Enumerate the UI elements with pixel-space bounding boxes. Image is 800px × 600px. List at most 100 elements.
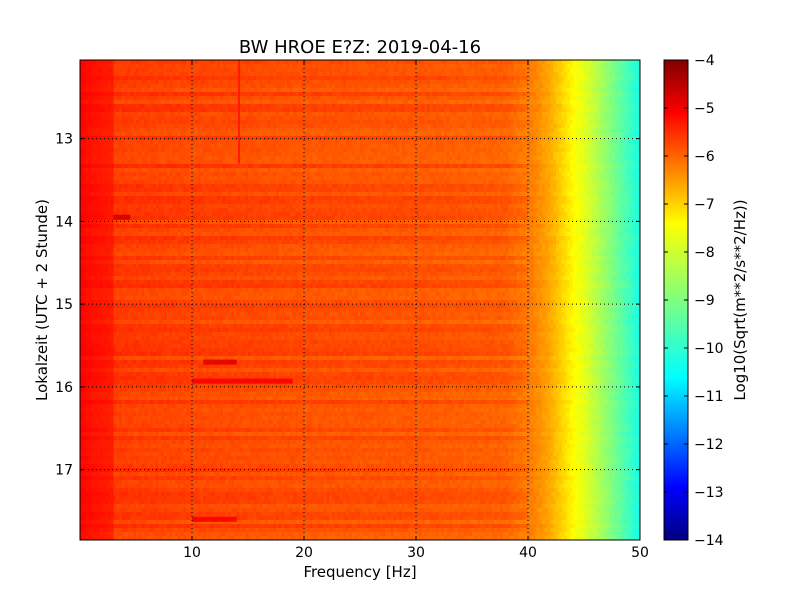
heatmap-cell xyxy=(228,60,232,65)
heatmap-cell xyxy=(208,108,212,113)
heatmap-cell xyxy=(539,88,543,93)
heatmap-cell xyxy=(421,128,425,133)
heatmap-cell xyxy=(208,128,212,133)
heatmap-cell xyxy=(432,104,436,109)
heatmap-cell xyxy=(427,60,431,65)
heatmap-cell xyxy=(248,60,252,65)
heatmap-cell xyxy=(315,60,319,65)
heatmap-cell xyxy=(628,144,632,149)
heatmap-cell xyxy=(337,84,341,89)
heatmap-cell xyxy=(435,64,439,69)
heatmap-cell xyxy=(343,88,347,93)
heatmap-cell xyxy=(620,60,624,65)
heatmap-cell xyxy=(570,92,574,97)
heatmap-cell xyxy=(262,92,266,97)
heatmap-cell xyxy=(242,96,246,101)
heatmap-cell xyxy=(502,152,506,157)
heatmap-cell xyxy=(533,88,537,93)
heatmap-cell xyxy=(578,60,582,65)
heatmap-cell xyxy=(304,136,308,141)
heatmap-cell xyxy=(245,144,249,149)
heatmap-cell xyxy=(298,100,302,105)
heatmap-cell xyxy=(301,92,305,97)
heatmap-cell xyxy=(446,104,450,109)
heatmap-cell xyxy=(172,124,176,129)
heatmap-cell xyxy=(486,72,490,77)
heatmap-cell xyxy=(130,156,134,161)
heatmap-cell xyxy=(273,124,277,129)
heatmap-cell xyxy=(486,136,490,141)
heatmap-cell xyxy=(306,68,310,73)
heatmap-cell xyxy=(612,80,616,85)
heatmap-cell xyxy=(164,84,168,89)
heatmap-cell xyxy=(421,120,425,125)
heatmap-cell xyxy=(617,148,621,153)
heatmap-cell xyxy=(113,88,117,93)
heatmap-cell xyxy=(250,128,254,133)
heatmap-cell xyxy=(584,100,588,105)
heatmap-cell xyxy=(270,72,274,77)
heatmap-cell xyxy=(287,80,291,85)
heatmap-cell xyxy=(595,132,599,137)
heatmap-cell xyxy=(435,144,439,149)
heatmap-cell xyxy=(332,128,336,133)
heatmap-cell xyxy=(354,92,358,97)
heatmap-cell xyxy=(122,88,126,93)
heatmap-cell xyxy=(113,136,117,141)
heatmap-cell xyxy=(136,104,140,109)
heatmap-cell xyxy=(525,140,529,145)
heatmap-cell xyxy=(598,68,602,73)
heatmap-cell xyxy=(267,104,271,109)
heatmap-cell xyxy=(536,80,540,85)
heatmap-cell xyxy=(164,120,168,125)
heatmap-cell xyxy=(189,88,193,93)
heatmap-cell xyxy=(161,88,165,93)
heatmap-cell xyxy=(637,124,640,129)
heatmap-cell xyxy=(385,88,389,93)
heatmap-cell xyxy=(539,84,543,89)
heatmap-cell xyxy=(586,96,590,101)
heatmap-cell xyxy=(130,148,134,153)
heatmap-cell xyxy=(444,128,448,133)
heatmap-cell xyxy=(217,68,221,73)
heatmap-cell xyxy=(368,152,372,157)
heatmap-cell xyxy=(248,152,252,157)
heatmap-cell xyxy=(444,116,448,121)
heatmap-cell xyxy=(133,76,137,81)
heatmap-cell xyxy=(166,128,170,133)
heatmap-cell xyxy=(416,104,420,109)
heatmap-cell xyxy=(421,112,425,117)
heatmap-cell xyxy=(390,140,394,145)
heatmap-cell xyxy=(564,120,568,125)
heatmap-cell xyxy=(617,120,621,125)
heatmap-cell xyxy=(200,84,204,89)
heatmap-cell xyxy=(186,124,190,129)
heatmap-cell xyxy=(354,144,358,149)
heatmap-cell xyxy=(264,92,268,97)
heatmap-cell xyxy=(578,68,582,73)
heatmap-cell xyxy=(360,148,364,153)
heatmap-cell xyxy=(161,92,165,97)
heatmap-cell xyxy=(382,60,386,65)
heatmap-cell xyxy=(497,80,501,85)
heatmap-cell xyxy=(276,72,280,77)
heatmap-cell xyxy=(438,152,442,157)
heatmap-cell xyxy=(326,156,330,161)
heatmap-cell xyxy=(284,148,288,153)
heatmap-cell xyxy=(175,124,179,129)
heatmap-cell xyxy=(208,80,212,85)
heatmap-cell xyxy=(150,84,154,89)
heatmap-cell xyxy=(570,80,574,85)
heatmap-cell xyxy=(270,96,274,101)
heatmap-cell xyxy=(292,112,296,117)
heatmap-cell xyxy=(452,112,456,117)
heatmap-cell xyxy=(542,68,546,73)
heatmap-cell xyxy=(584,76,588,81)
heatmap-cell xyxy=(623,60,627,65)
heatmap-cell xyxy=(438,116,442,121)
heatmap-cell xyxy=(365,156,369,161)
heatmap-cell xyxy=(553,80,557,85)
heatmap-cell xyxy=(253,116,257,121)
heatmap-cell xyxy=(259,152,263,157)
heatmap-cell xyxy=(474,64,478,69)
